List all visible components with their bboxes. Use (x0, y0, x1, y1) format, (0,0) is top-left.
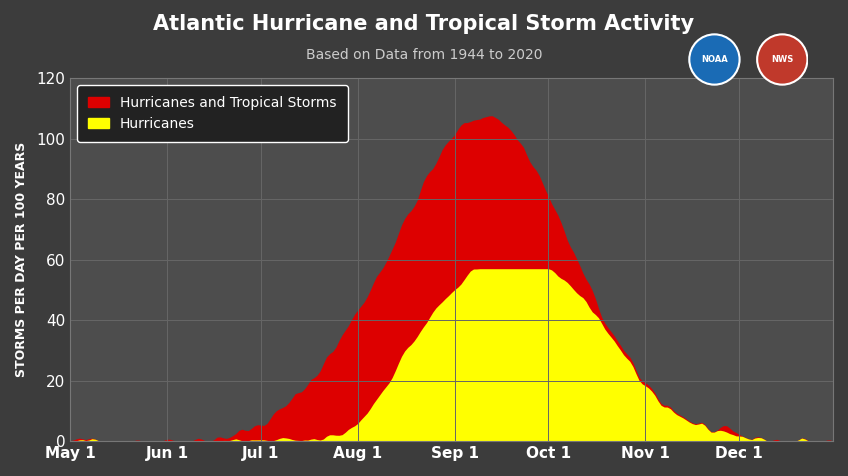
Y-axis label: STORMS PER DAY PER 100 YEARS: STORMS PER DAY PER 100 YEARS (15, 142, 28, 377)
Circle shape (757, 34, 807, 85)
Legend: Hurricanes and Tropical Storms, Hurricanes: Hurricanes and Tropical Storms, Hurrican… (77, 85, 348, 142)
Text: NOAA: NOAA (701, 55, 728, 64)
Text: Based on Data from 1944 to 2020: Based on Data from 1944 to 2020 (306, 48, 542, 61)
Text: Atlantic Hurricane and Tropical Storm Activity: Atlantic Hurricane and Tropical Storm Ac… (153, 14, 695, 34)
Circle shape (689, 34, 739, 85)
Text: NWS: NWS (771, 55, 794, 64)
